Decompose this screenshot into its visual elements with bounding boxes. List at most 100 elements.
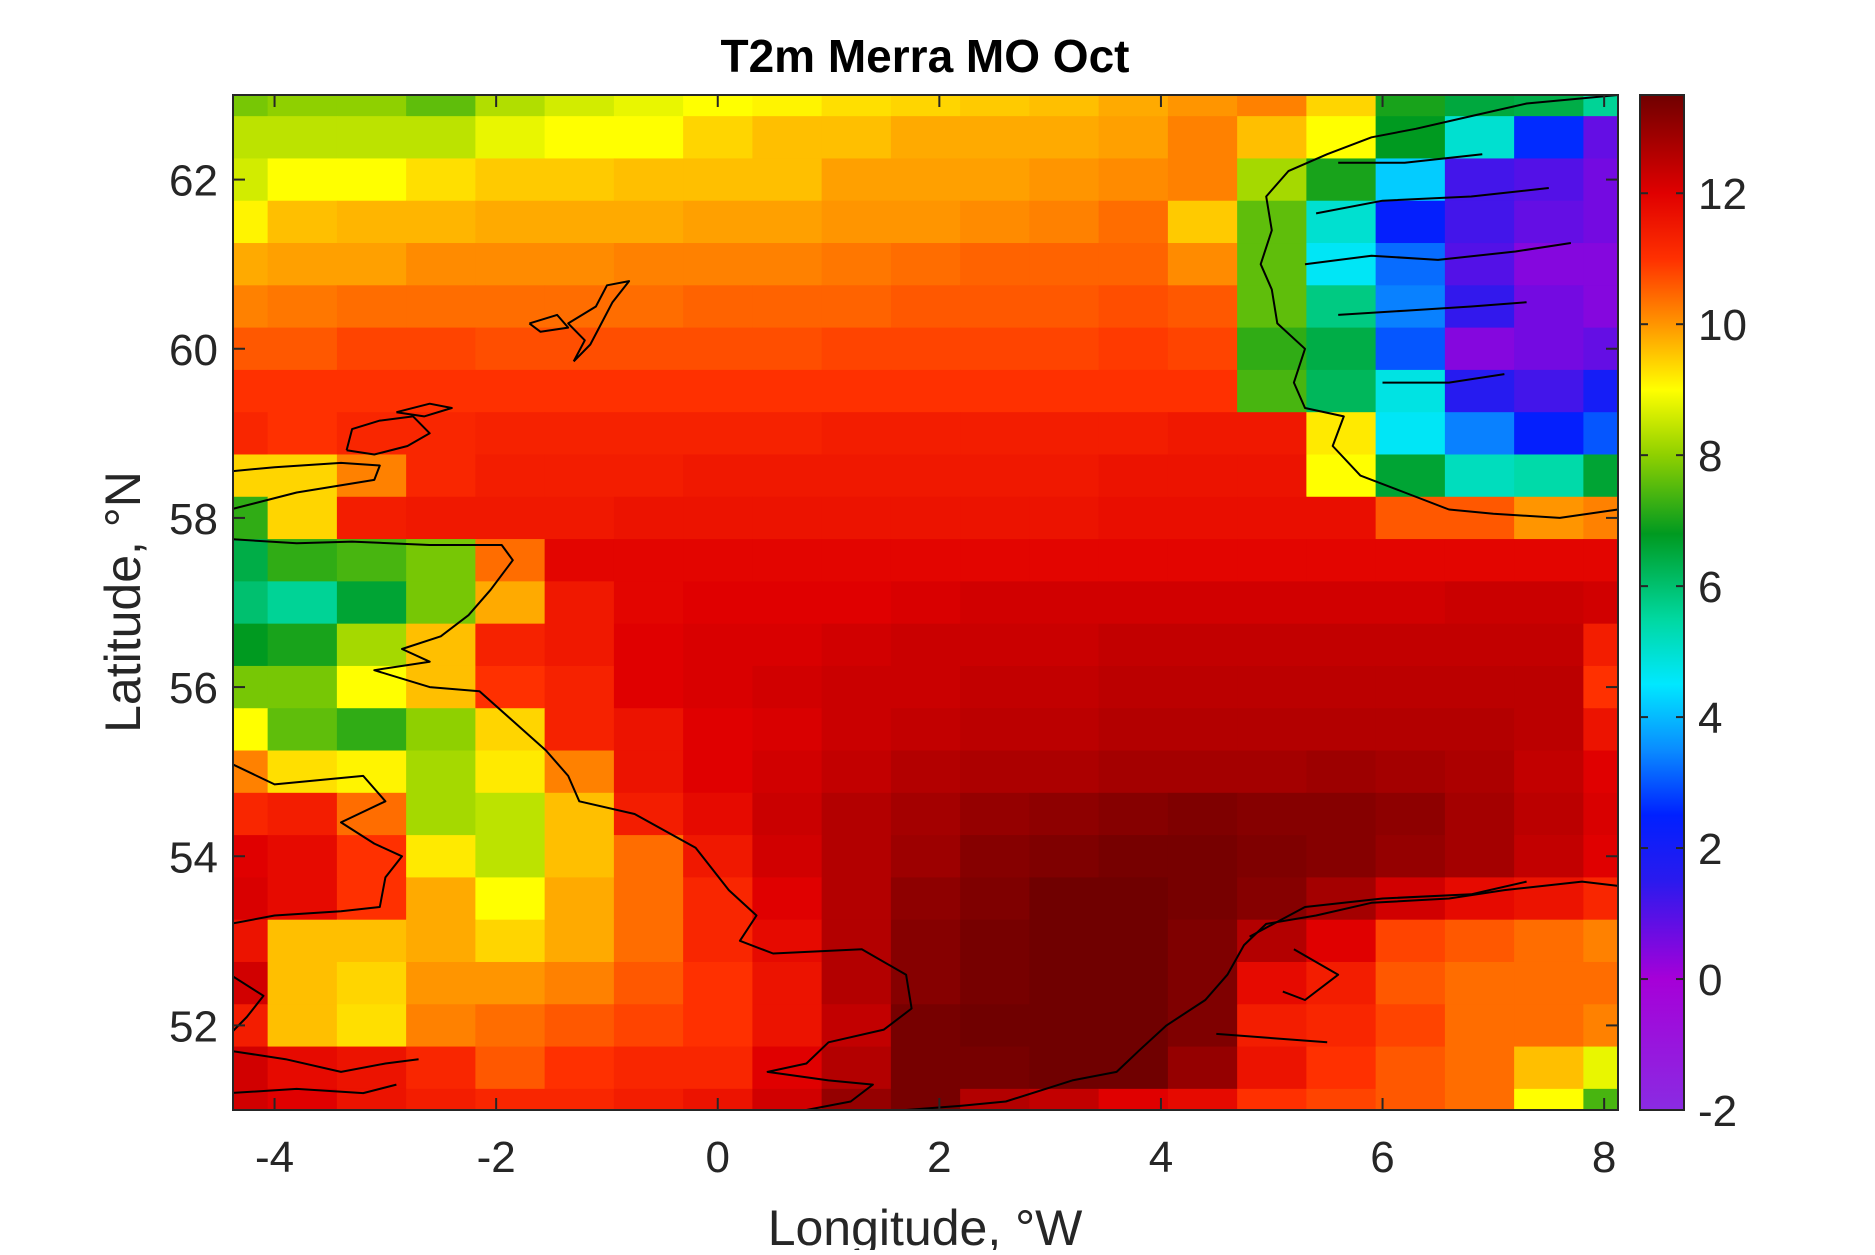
heatmap-cell	[1444, 665, 1515, 709]
heatmap-cell	[336, 116, 407, 160]
heatmap-cell	[1167, 285, 1238, 329]
heatmap-cell	[960, 581, 1030, 625]
heatmap-cell	[1375, 835, 1446, 878]
heatmap-cell	[406, 1046, 476, 1090]
heatmap-cell	[1375, 116, 1446, 160]
heatmap-cell	[544, 665, 615, 709]
heatmap-cell	[267, 158, 338, 202]
heatmap-cell	[267, 285, 338, 329]
heatmap-cell	[1237, 412, 1307, 456]
heatmap-cell	[1167, 1046, 1238, 1090]
heatmap-cell	[1514, 877, 1584, 921]
heatmap-cell	[336, 1004, 407, 1048]
heatmap-cell	[1237, 1046, 1307, 1090]
heatmap-cell	[752, 708, 823, 752]
heatmap-cell	[1514, 539, 1584, 582]
heatmap-cell	[821, 877, 892, 921]
heatmap-cell	[267, 243, 338, 286]
heatmap-cell	[544, 200, 615, 244]
heatmap-cell	[1583, 412, 1618, 456]
heatmap-cell	[890, 116, 961, 160]
heatmap-cell	[890, 95, 961, 117]
heatmap-cell	[1098, 200, 1169, 244]
heatmap-cell	[752, 961, 823, 1005]
coastline-path	[1304, 242, 1572, 266]
heatmap-cell	[233, 919, 269, 963]
heatmap-cell	[475, 623, 546, 667]
heatmap-cell	[233, 285, 269, 329]
heatmap-cell	[960, 708, 1030, 752]
heatmap-cell	[1306, 1046, 1377, 1090]
heatmap-cell	[960, 1046, 1030, 1090]
heatmap-cell	[1029, 158, 1100, 202]
heatmap-cell	[683, 708, 753, 752]
coastline-path	[1382, 373, 1505, 384]
y-tick-label: 60	[169, 326, 218, 375]
heatmap-cell	[267, 665, 338, 709]
heatmap-cell	[336, 243, 407, 286]
heatmap-cell	[1306, 877, 1377, 921]
colorbar: -2 0 2 4 6 8 10 12	[1639, 94, 1747, 1136]
heatmap-cell	[1375, 581, 1446, 625]
coastline-path	[233, 763, 403, 925]
heatmap-cell	[1029, 961, 1100, 1005]
heatmap-cell	[1514, 158, 1584, 202]
heatmap-cell	[613, 496, 684, 540]
heatmap-cell	[1444, 116, 1515, 160]
heatmap-cell	[267, 961, 338, 1005]
heatmap-cell	[475, 1088, 546, 1110]
heatmap-cell	[1514, 200, 1584, 244]
heatmap-cell	[233, 539, 269, 582]
heatmap-cell	[613, 454, 684, 498]
heatmap-cell	[475, 961, 546, 1005]
heatmap-cell	[890, 1004, 961, 1048]
heatmap-cell	[233, 95, 269, 117]
heatmap-cell	[1375, 95, 1446, 117]
heatmap-cell	[960, 792, 1030, 836]
heatmap-cell	[1375, 919, 1446, 963]
colorbar-tick-label: 12	[1698, 170, 1747, 219]
heatmap-cell	[752, 1004, 823, 1048]
heatmap-cell	[890, 919, 961, 963]
heatmap-cell	[336, 665, 407, 709]
y-tick-label: 52	[169, 1002, 218, 1051]
heatmap-cell	[1098, 539, 1169, 582]
heatmap-cell	[821, 95, 892, 117]
coastline-path	[906, 880, 1618, 1110]
heatmap-cell	[1444, 1004, 1515, 1048]
heatmap-cell	[406, 623, 476, 667]
heatmap-cell	[406, 750, 476, 794]
heatmap-cell	[544, 1004, 615, 1048]
heatmap-cell	[821, 158, 892, 202]
heatmap-cell	[1098, 412, 1169, 456]
heatmap-cell	[1167, 1004, 1238, 1048]
heatmap-cell	[233, 454, 269, 498]
heatmap-cell	[683, 877, 753, 921]
heatmap-cell	[1306, 200, 1377, 244]
heatmap-cell	[890, 708, 961, 752]
heatmap-cell	[821, 665, 892, 709]
heatmap-cell	[613, 539, 684, 582]
heatmap-cell	[683, 285, 753, 329]
heatmap-cell	[752, 581, 823, 625]
heatmap-cell	[1167, 412, 1238, 456]
x-tick-label: 6	[1370, 1133, 1394, 1182]
heatmap-cell	[475, 95, 546, 117]
heatmap-cell	[1583, 708, 1618, 752]
heatmap-cell	[336, 623, 407, 667]
heatmap-cell	[1029, 116, 1100, 160]
y-tick-label: 62	[169, 157, 218, 206]
heatmap-cell	[1098, 116, 1169, 160]
heatmap-cell	[821, 454, 892, 498]
heatmap-cell	[544, 1046, 615, 1090]
heatmap-cell	[267, 1088, 338, 1110]
heatmap-cell	[1514, 665, 1584, 709]
heatmap-cell	[1583, 454, 1618, 498]
heatmap-cell	[406, 95, 476, 117]
coastline-path	[396, 402, 453, 418]
heatmap-cell	[1444, 623, 1515, 667]
heatmap-cell	[752, 919, 823, 963]
heatmap-cell	[1583, 285, 1618, 329]
heatmap-cell	[613, 158, 684, 202]
